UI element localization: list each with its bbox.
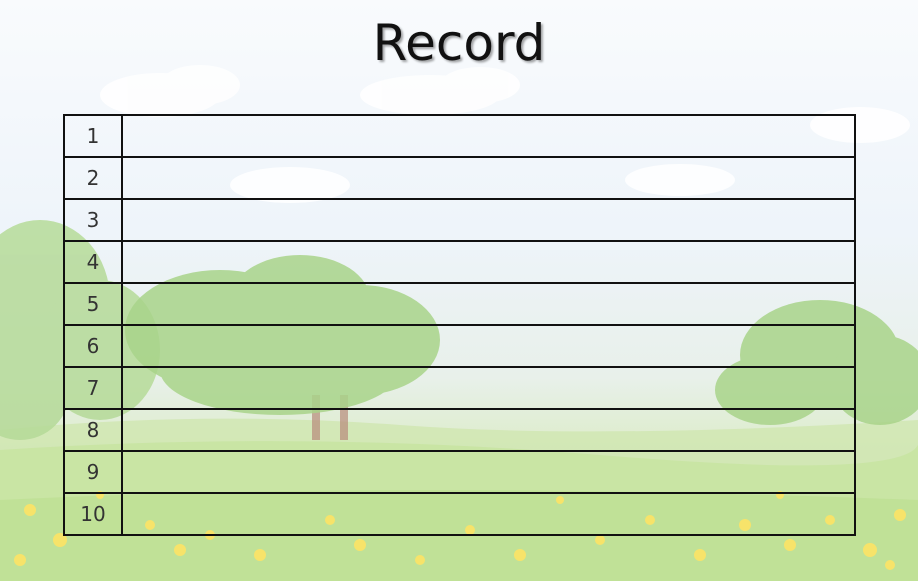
- rank-cell: 3: [63, 198, 123, 242]
- rank-cell: 2: [63, 156, 123, 200]
- rank-cell: 1: [63, 114, 123, 158]
- record-value-cell: [121, 408, 856, 452]
- record-value-cell: [121, 366, 856, 410]
- record-value-cell: [121, 198, 856, 242]
- rank-cell: 9: [63, 450, 123, 494]
- table-row: 1: [63, 114, 856, 158]
- rank-cell: 6: [63, 324, 123, 368]
- record-value-cell: [121, 282, 856, 326]
- table-row: 5: [63, 282, 856, 326]
- rank-cell: 8: [63, 408, 123, 452]
- record-value-cell: [121, 492, 856, 536]
- record-value-cell: [121, 156, 856, 200]
- rank-cell: 10: [63, 492, 123, 536]
- rank-cell: 7: [63, 366, 123, 410]
- table-row: 4: [63, 240, 856, 284]
- table-row: 8: [63, 408, 856, 452]
- page-title: Record: [372, 14, 546, 72]
- record-value-cell: [121, 324, 856, 368]
- table-row: 3: [63, 198, 856, 242]
- table-row: 7: [63, 366, 856, 410]
- table-row: 9: [63, 450, 856, 494]
- rank-cell: 5: [63, 282, 123, 326]
- table-row: 6: [63, 324, 856, 368]
- table-row: 2: [63, 156, 856, 200]
- rank-cell: 4: [63, 240, 123, 284]
- record-value-cell: [121, 114, 856, 158]
- record-value-cell: [121, 450, 856, 494]
- table-row: 10: [63, 492, 856, 536]
- record-table: 1 2 3 4 5 6 7 8 9 10: [63, 114, 856, 536]
- record-value-cell: [121, 240, 856, 284]
